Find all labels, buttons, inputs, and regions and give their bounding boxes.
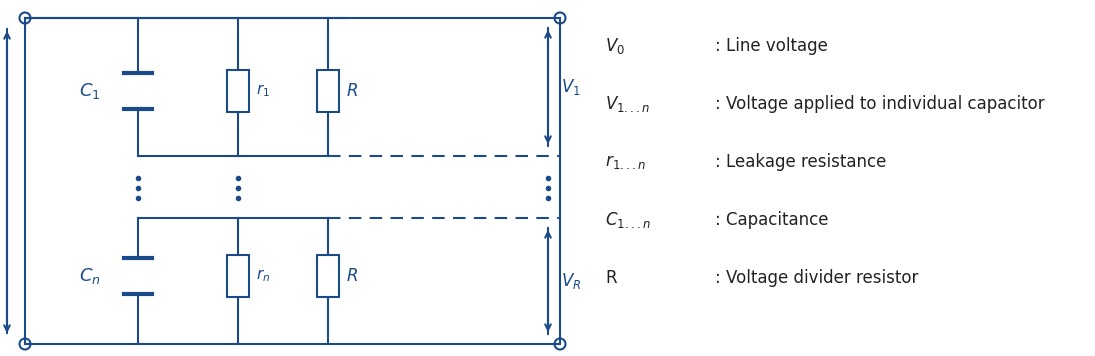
- Text: C$_{1...n}$: C$_{1...n}$: [606, 210, 650, 230]
- Text: : Voltage divider resistor: : Voltage divider resistor: [715, 269, 919, 287]
- Text: R: R: [606, 269, 616, 287]
- Text: : Capacitance: : Capacitance: [715, 211, 829, 229]
- Text: : Voltage applied to individual capacitor: : Voltage applied to individual capacito…: [715, 95, 1045, 113]
- Text: $R$: $R$: [346, 82, 358, 100]
- Text: $r_1$: $r_1$: [256, 83, 270, 99]
- Text: $V_1$: $V_1$: [561, 77, 580, 97]
- Bar: [316, 70, 339, 112]
- Text: V$_{1...n}$: V$_{1...n}$: [606, 94, 650, 114]
- Bar: [227, 255, 249, 297]
- Bar: [316, 255, 339, 297]
- Text: : Line voltage: : Line voltage: [715, 37, 828, 55]
- Text: V$_0$: V$_0$: [606, 36, 625, 56]
- Text: r$_{1...n}$: r$_{1...n}$: [606, 153, 646, 171]
- Text: $C_1$: $C_1$: [79, 81, 101, 101]
- Text: $R$: $R$: [346, 267, 358, 285]
- Text: $C_n$: $C_n$: [79, 266, 101, 286]
- Bar: [227, 70, 249, 112]
- Text: : Leakage resistance: : Leakage resistance: [715, 153, 886, 171]
- Text: $r_n$: $r_n$: [256, 268, 270, 284]
- Text: $V_R$: $V_R$: [561, 271, 581, 291]
